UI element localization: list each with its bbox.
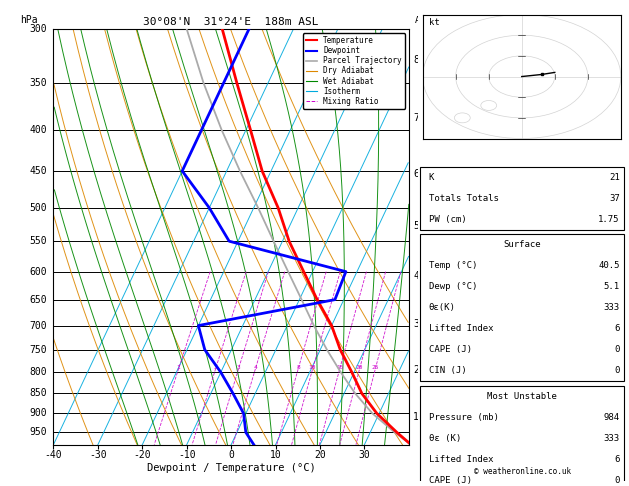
FancyBboxPatch shape: [420, 386, 624, 486]
Text: 15: 15: [336, 364, 343, 370]
Text: 350: 350: [30, 78, 47, 88]
Text: 21: 21: [609, 173, 620, 182]
Text: Lifted Index: Lifted Index: [429, 455, 493, 464]
Text: 2: 2: [213, 364, 217, 370]
Text: Mixing Ratio (g/kg): Mixing Ratio (g/kg): [454, 190, 463, 284]
Text: km
ASL: km ASL: [415, 6, 431, 25]
Text: K: K: [429, 173, 434, 182]
Text: 5.1: 5.1: [603, 282, 620, 291]
Text: 0: 0: [615, 476, 620, 485]
Text: 984: 984: [603, 413, 620, 422]
Text: 333: 333: [603, 434, 620, 443]
Text: 7: 7: [413, 113, 419, 123]
Text: 37: 37: [609, 194, 620, 203]
Text: 8: 8: [296, 364, 300, 370]
Text: 6: 6: [615, 324, 620, 333]
Text: 550: 550: [30, 236, 47, 246]
Text: Dewp (°C): Dewp (°C): [429, 282, 477, 291]
Text: 1.75: 1.75: [598, 215, 620, 224]
Text: © weatheronline.co.uk: © weatheronline.co.uk: [474, 468, 571, 476]
Text: 25: 25: [371, 364, 379, 370]
Text: 900: 900: [30, 408, 47, 418]
Text: 450: 450: [30, 166, 47, 176]
Text: 850: 850: [30, 388, 47, 399]
Text: Pressure (mb): Pressure (mb): [429, 413, 499, 422]
Text: 6: 6: [615, 455, 620, 464]
Text: 40.5: 40.5: [598, 261, 620, 270]
Title: 30°08'N  31°24'E  188m ASL: 30°08'N 31°24'E 188m ASL: [143, 17, 319, 27]
Text: 950: 950: [30, 427, 47, 437]
Text: Totals Totals: Totals Totals: [429, 194, 499, 203]
Text: 10: 10: [309, 364, 316, 370]
Text: 1: 1: [177, 364, 180, 370]
Text: θε(K): θε(K): [429, 303, 455, 312]
Text: kt: kt: [428, 18, 440, 27]
Text: 4: 4: [253, 364, 257, 370]
Text: 500: 500: [30, 203, 47, 213]
Text: 3: 3: [413, 318, 419, 329]
Text: PW (cm): PW (cm): [429, 215, 466, 224]
Text: 800: 800: [30, 367, 47, 377]
Text: hPa: hPa: [19, 15, 37, 25]
Text: 0: 0: [615, 366, 620, 375]
Text: 24.06.2024  18GMT  (Base: 12): 24.06.2024 18GMT (Base: 12): [431, 17, 613, 27]
Text: 6: 6: [413, 169, 419, 179]
Text: 8: 8: [413, 55, 419, 66]
X-axis label: Dewpoint / Temperature (°C): Dewpoint / Temperature (°C): [147, 463, 316, 473]
Text: 600: 600: [30, 267, 47, 277]
Text: 5: 5: [413, 221, 419, 231]
Text: 0: 0: [615, 345, 620, 354]
Text: 4: 4: [413, 271, 419, 281]
Text: 3: 3: [237, 364, 240, 370]
Text: Lifted Index: Lifted Index: [429, 324, 493, 333]
Text: 650: 650: [30, 295, 47, 305]
Text: θε (K): θε (K): [429, 434, 461, 443]
Legend: Temperature, Dewpoint, Parcel Trajectory, Dry Adiabat, Wet Adiabat, Isotherm, Mi: Temperature, Dewpoint, Parcel Trajectory…: [303, 33, 405, 109]
Text: 20: 20: [355, 364, 363, 370]
Text: 1: 1: [413, 412, 419, 421]
Text: Surface: Surface: [503, 241, 541, 249]
Text: CIN (J): CIN (J): [429, 366, 466, 375]
Text: 300: 300: [30, 24, 47, 34]
Text: 700: 700: [30, 321, 47, 330]
Text: 333: 333: [603, 303, 620, 312]
Text: 2: 2: [413, 365, 419, 375]
Text: CAPE (J): CAPE (J): [429, 345, 472, 354]
Text: Most Unstable: Most Unstable: [487, 392, 557, 401]
FancyBboxPatch shape: [420, 234, 624, 381]
FancyBboxPatch shape: [420, 167, 624, 230]
Text: 750: 750: [30, 345, 47, 355]
Text: CAPE (J): CAPE (J): [429, 476, 472, 485]
Text: 400: 400: [30, 125, 47, 135]
Text: Temp (°C): Temp (°C): [429, 261, 477, 270]
